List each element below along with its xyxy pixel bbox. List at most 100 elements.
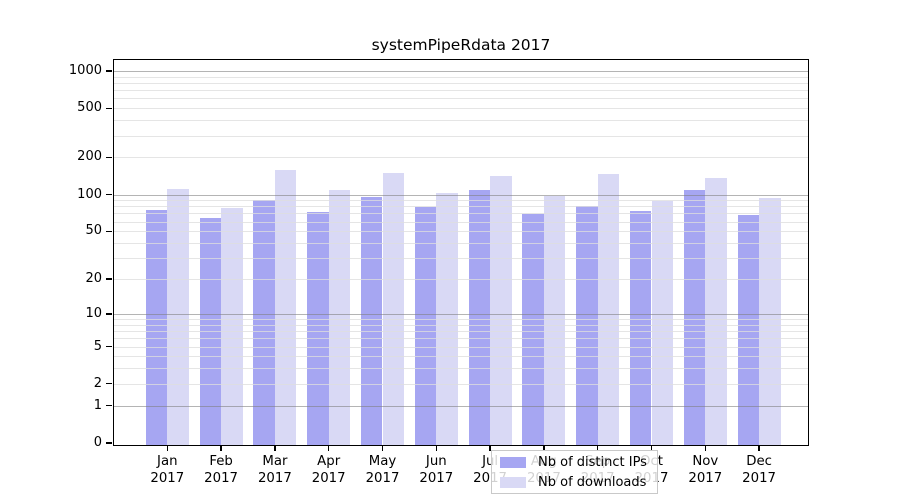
minor-gridline — [113, 338, 809, 340]
x-axis-tick — [597, 446, 599, 451]
x-axis-tick — [650, 446, 653, 451]
y-axis-tick — [106, 107, 112, 109]
major-gridline — [113, 313, 809, 315]
major-gridline — [113, 194, 809, 196]
minor-gridline — [113, 383, 809, 385]
bar-distinct-ips — [576, 205, 598, 446]
minor-gridline — [113, 279, 809, 280]
minor-gridline — [113, 206, 809, 208]
legend-item-distinct-ips: Nb of distinct IPs — [492, 454, 657, 471]
bar-distinct-ips — [468, 189, 491, 446]
x-axis-tick — [166, 446, 168, 451]
y-axis-tick — [106, 156, 112, 159]
minor-gridline — [113, 319, 809, 320]
minor-gridline — [113, 120, 809, 122]
legend-swatch-distinct-ips — [500, 456, 526, 468]
minor-gridline — [113, 108, 809, 110]
y-axis-label: 2 — [93, 375, 102, 391]
y-axis-label: 20 — [85, 271, 102, 286]
minor-gridline — [113, 135, 809, 137]
minor-gridline — [113, 98, 809, 100]
y-axis-label: 10 — [85, 305, 102, 321]
bar-distinct-ips — [737, 215, 760, 446]
legend: Nb of distinct IPs Nb of downloads — [491, 450, 658, 494]
y-axis-tick — [106, 383, 112, 385]
bar-downloads — [705, 178, 727, 446]
x-axis-label: Apr 2017 — [311, 454, 346, 486]
x-axis-tick — [381, 446, 384, 451]
chart-title: systemPipeRdata 2017 — [371, 36, 551, 54]
y-axis-tick — [106, 442, 112, 444]
y-axis-tick — [106, 70, 112, 72]
x-axis-label: Jan 2017 — [150, 454, 185, 486]
bar-distinct-ips — [199, 218, 222, 446]
bar-distinct-ips — [307, 211, 329, 446]
bar-downloads — [382, 172, 405, 446]
bar-distinct-ips — [253, 199, 275, 446]
bar-downloads — [167, 188, 189, 446]
bar-distinct-ips — [629, 211, 652, 446]
bar-distinct-ips — [522, 214, 544, 446]
legend-label-distinct-ips: Nb of distinct IPs — [538, 454, 647, 470]
minor-gridline — [113, 76, 809, 78]
legend-item-downloads: Nb of downloads — [492, 474, 657, 491]
x-axis-tick — [435, 446, 437, 451]
bar-downloads — [651, 201, 674, 446]
bar-downloads — [543, 195, 566, 446]
y-axis-tick — [106, 345, 112, 348]
minor-gridline — [113, 258, 809, 260]
y-axis-tick — [106, 193, 112, 196]
minor-gridline — [113, 90, 809, 92]
y-axis-label: 5 — [93, 338, 102, 354]
x-axis-tick — [220, 446, 222, 451]
y-axis-label: 1 — [93, 397, 102, 413]
major-gridline — [113, 70, 809, 72]
x-axis-tick — [274, 446, 276, 451]
minor-gridline — [113, 231, 809, 233]
bar-downloads — [759, 197, 781, 446]
x-axis-label: Nov 2017 — [688, 454, 723, 486]
bar-distinct-ips — [145, 209, 168, 446]
major-gridline — [113, 405, 809, 407]
minor-gridline — [113, 200, 809, 202]
legend-label-downloads: Nb of downloads — [538, 474, 647, 490]
minor-gridline — [113, 213, 809, 215]
minor-gridline — [113, 324, 809, 326]
bar-downloads — [328, 190, 351, 446]
minor-gridline — [113, 221, 809, 223]
x-axis-tick — [758, 446, 760, 451]
minor-gridline — [113, 368, 809, 370]
x-axis-label: May 2017 — [365, 454, 400, 486]
y-axis-label: 0 — [93, 435, 102, 450]
minor-gridline — [113, 331, 809, 332]
minor-gridline — [113, 82, 809, 84]
minor-gridline — [113, 346, 809, 348]
x-axis-label: Mar 2017 — [257, 454, 292, 486]
minor-gridline — [113, 356, 809, 358]
x-axis-tick — [543, 446, 545, 451]
x-axis-tick — [489, 446, 491, 451]
bar-downloads — [274, 170, 297, 446]
x-axis-label: Dec 2017 — [742, 454, 777, 486]
x-axis-label: Jun 2017 — [419, 454, 454, 486]
y-axis-tick — [106, 405, 112, 407]
x-axis-tick — [328, 446, 330, 451]
y-axis-label: 500 — [77, 100, 102, 116]
bar-distinct-ips — [360, 197, 383, 446]
y-axis-label: 1000 — [68, 62, 102, 78]
minor-gridline — [113, 243, 809, 244]
x-axis-label: Feb 2017 — [204, 454, 239, 486]
bar-distinct-ips — [683, 190, 706, 446]
bar-distinct-ips — [414, 207, 437, 446]
y-axis-label: 50 — [85, 223, 102, 239]
legend-swatch-downloads — [500, 476, 526, 488]
y-axis-label: 100 — [77, 186, 102, 202]
plot-area: Nb of distinct IPs Nb of downloads — [113, 59, 809, 494]
x-axis-tick — [704, 446, 706, 451]
y-axis-tick — [106, 313, 112, 315]
bar-downloads — [597, 174, 620, 446]
bar-downloads — [221, 207, 243, 446]
y-axis-label: 200 — [77, 149, 102, 165]
y-axis-tick — [106, 230, 112, 232]
